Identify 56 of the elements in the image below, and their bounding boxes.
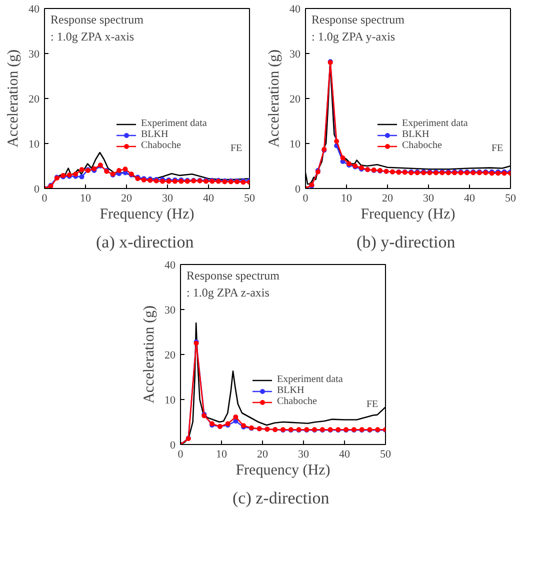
y-tick-label: 20	[164, 350, 176, 362]
legend-label: Experiment data	[141, 118, 207, 129]
annotation: Response spectrum : 1.0g ZPA y-axis	[312, 12, 406, 44]
x-tick-label: 30	[423, 192, 434, 204]
x-tick-label: 20	[257, 448, 268, 460]
y-tick-label: 30	[290, 48, 301, 60]
annotation: FE	[492, 143, 504, 154]
x-tick-label: 0	[42, 192, 48, 204]
legend-label: BLKH	[277, 385, 304, 396]
y-tick-label: 40	[290, 4, 301, 16]
legend-label: Chaboche	[402, 140, 442, 151]
x-axis-title: Frequency (Hz)	[100, 206, 194, 222]
annotation: Response spectrum : 1.0g ZPA z-axis	[186, 268, 280, 300]
y-tick-label: 10	[28, 138, 40, 150]
legend-label: BLKH	[141, 129, 168, 140]
y-tick-label: 20	[28, 94, 40, 106]
x-tick-label: 50	[380, 448, 392, 460]
y-tick-label: 30	[28, 48, 40, 60]
x-tick-label: 40	[464, 192, 476, 204]
y-tick-label: 40	[28, 4, 40, 16]
annotation: FE	[230, 143, 242, 154]
y-axis-title: Acceleration (g)	[6, 50, 22, 148]
x-tick-label: 40	[203, 192, 214, 204]
x-axis-title: Frequency (Hz)	[236, 462, 330, 478]
x-tick-label: 30	[298, 448, 310, 460]
text: (a) x-direction	[96, 232, 194, 252]
annotation: Response spectrum : 1.0g ZPA x-axis	[50, 12, 144, 44]
x-tick-label: 50	[244, 192, 256, 204]
y-tick-label: 30	[164, 304, 176, 316]
text: (c) z-direction	[232, 488, 330, 508]
x-tick-label: 0	[178, 448, 184, 460]
x-tick-label: 10	[341, 192, 352, 204]
y-tick-label: 10	[290, 138, 301, 150]
x-tick-label: 40	[339, 448, 350, 460]
y-tick-label: 10	[164, 394, 176, 406]
legend-label: Experiment data	[402, 118, 468, 129]
y-axis-title: Acceleration (g)	[266, 50, 282, 148]
y-tick-label: 20	[290, 94, 301, 106]
x-tick-label: 20	[382, 192, 394, 204]
x-axis-title: Frequency (Hz)	[360, 206, 456, 222]
y-axis-title: Acceleration (g)	[142, 306, 158, 404]
y-tick-label: 40	[164, 260, 176, 272]
x-tick-label: 20	[121, 192, 132, 204]
legend-label: BLKH	[402, 129, 430, 140]
legend-label: Chaboche	[277, 396, 317, 407]
y-tick-label: 0	[295, 184, 301, 196]
annotation: FE	[366, 399, 378, 410]
x-tick-label: 10	[216, 448, 228, 460]
x-tick-label: 0	[302, 192, 309, 204]
legend-label: Chaboche	[141, 140, 181, 151]
x-tick-label: 50	[505, 192, 516, 204]
x-tick-label: 10	[80, 192, 92, 204]
y-tick-label: 0	[170, 440, 176, 452]
text: (b) y-direction	[356, 232, 456, 252]
y-tick-label: 0	[34, 184, 40, 196]
legend-label: Experiment data	[277, 374, 343, 385]
